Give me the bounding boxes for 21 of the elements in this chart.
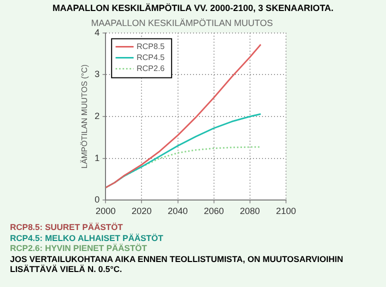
y-tick-label: 4 — [94, 27, 100, 38]
legend-label: RCP2.6 — [136, 64, 166, 74]
chart-title: MAAPALLON KESKILÄMPÖTILA VV. 2000-2100, 3 SKENAARIOTA. — [51, 2, 335, 14]
x-tick-label: 2060 — [204, 206, 224, 216]
x-tick-label: 2100 — [276, 206, 296, 216]
x-tick-label: 2080 — [240, 206, 260, 216]
text: RCP4.5: MELKO ALHAISET PÄÄSTÖT — [10, 232, 164, 243]
text: RCP8.5: SUURET PÄÄSTÖT — [10, 222, 123, 232]
y-tick-label: 2 — [94, 110, 100, 121]
x-tick-label: 2000 — [96, 206, 116, 216]
y-tick-label: 3 — [94, 69, 100, 80]
y-tick-label: 0 — [94, 194, 100, 205]
y-tick-label: 1 — [94, 152, 100, 163]
legend-label: RCP8.5 — [136, 42, 166, 52]
legend-label: RCP4.5 — [136, 53, 166, 62]
text: RCP2.6: HYVIN PIENET PÄÄSTÖT — [10, 243, 148, 254]
x-tick-label: 2020 — [132, 206, 152, 216]
chart-subtitle: MAAPALLON KESKILÄMPÖTILAN MUUTOS — [91, 18, 273, 28]
text: JOS VERTAILUKOHTANA AIKA ENNEN TEOLLISTUMISTA, ON MUUTOSARVIOIHIN LISÄTTÄVÄ VIELÄ N. 0.5°C. — [10, 254, 344, 274]
y-axis-title: LÄMPÖTILAN MUUTOS (°C) — [80, 64, 90, 168]
x-tick-label: 2040 — [168, 206, 188, 216]
